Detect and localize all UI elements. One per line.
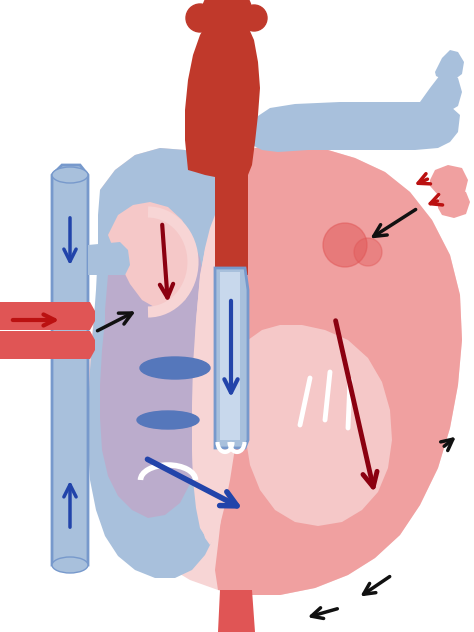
Polygon shape — [248, 102, 460, 152]
Polygon shape — [88, 143, 462, 595]
Polygon shape — [185, 118, 242, 158]
Polygon shape — [245, 325, 392, 526]
Polygon shape — [215, 165, 248, 275]
Polygon shape — [185, 10, 260, 178]
Polygon shape — [420, 72, 462, 112]
Polygon shape — [298, 180, 388, 282]
Circle shape — [354, 238, 382, 266]
Circle shape — [186, 4, 214, 32]
Polygon shape — [88, 242, 130, 275]
Polygon shape — [108, 202, 196, 308]
Polygon shape — [215, 268, 248, 448]
Polygon shape — [220, 272, 240, 440]
Polygon shape — [0, 302, 95, 330]
Polygon shape — [192, 205, 242, 545]
Polygon shape — [215, 143, 462, 595]
Circle shape — [241, 5, 267, 31]
Polygon shape — [438, 188, 470, 218]
Polygon shape — [430, 165, 468, 198]
Circle shape — [323, 223, 367, 267]
Ellipse shape — [137, 411, 199, 429]
Polygon shape — [88, 148, 238, 578]
Ellipse shape — [140, 357, 210, 379]
Polygon shape — [52, 165, 88, 565]
Polygon shape — [0, 331, 95, 359]
Circle shape — [221, 0, 251, 23]
Ellipse shape — [52, 167, 88, 183]
Polygon shape — [218, 590, 255, 632]
Polygon shape — [192, 215, 232, 536]
Ellipse shape — [52, 557, 88, 573]
Polygon shape — [100, 218, 208, 518]
Circle shape — [203, 0, 233, 23]
Polygon shape — [435, 50, 464, 80]
